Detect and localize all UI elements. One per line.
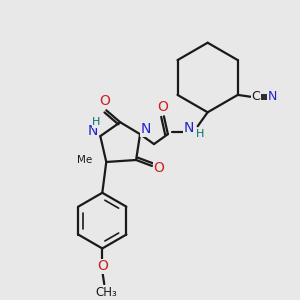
Text: O: O (99, 94, 110, 108)
Text: O: O (154, 161, 164, 175)
Text: O: O (97, 259, 108, 273)
Text: O: O (158, 100, 168, 114)
Text: H: H (92, 117, 100, 127)
Text: N: N (141, 122, 151, 136)
Text: H: H (196, 129, 204, 139)
Text: N: N (87, 124, 98, 138)
Text: C: C (251, 90, 260, 104)
Text: CH₃: CH₃ (95, 286, 117, 299)
Text: N: N (183, 121, 194, 135)
Text: Me: Me (77, 155, 92, 165)
Text: N: N (268, 90, 277, 104)
